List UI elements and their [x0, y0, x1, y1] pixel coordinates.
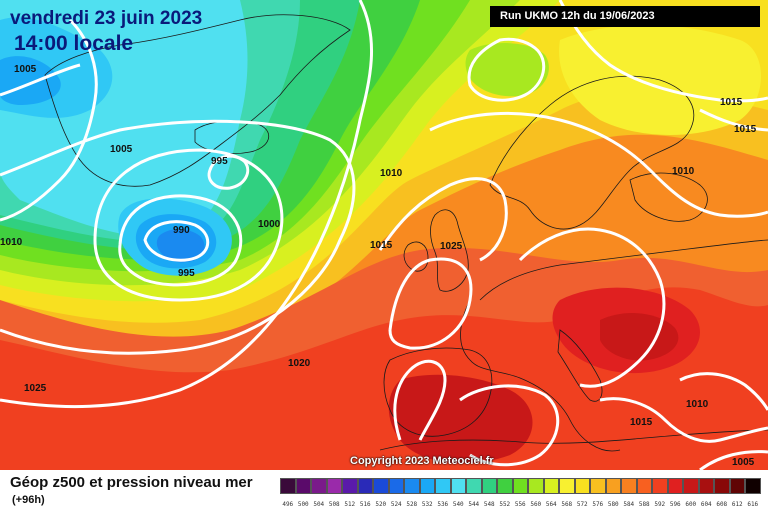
color-scale-swatch — [326, 478, 342, 494]
isobar-label: 990 — [173, 225, 190, 236]
isobar-label: 995 — [211, 156, 228, 167]
color-scale-swatch — [373, 478, 389, 494]
color-scale-tick: 564 — [545, 501, 557, 508]
model-run-label: Run UKMO 12h du 19/06/2023 — [490, 6, 760, 27]
color-scale-labels: 496 500 504 508 512 516 520 524 528 532 536 540 544 5… — [280, 501, 761, 508]
color-scale-tick: 560 — [530, 501, 542, 508]
color-scale-tick: 500 — [297, 501, 309, 508]
color-scale-swatch — [559, 478, 575, 494]
color-scale-swatch — [652, 478, 668, 494]
isobars — [0, 0, 768, 470]
color-scale-tick: 504 — [313, 501, 325, 508]
color-scale-swatch — [621, 478, 637, 494]
color-scale-swatch — [590, 478, 606, 494]
color-scale-tick: 528 — [406, 501, 418, 508]
z500-color-field — [0, 0, 768, 470]
copyright-text: Copyright 2023 Meteociel.fr — [350, 455, 494, 467]
color-scale-tick: 572 — [576, 501, 588, 508]
geopotential-map: 1005 1005 995 990 995 1000 1010 1015 102… — [0, 0, 768, 470]
color-scale-swatch — [450, 478, 466, 494]
isobar-label: 1015 — [630, 417, 653, 428]
color-scale-swatch — [419, 478, 435, 494]
isobar-label: 1015 — [720, 97, 743, 108]
isobar-label: 1010 — [686, 399, 709, 410]
isobar-label: 1025 — [24, 383, 47, 394]
color-scale-tick: 568 — [561, 501, 573, 508]
color-scale-swatch — [311, 478, 327, 494]
color-scale-tick: 548 — [483, 501, 495, 508]
forecast-date: vendredi 23 juin 2023 — [10, 8, 203, 29]
color-scale-tick: 536 — [437, 501, 449, 508]
color-scale-swatch — [357, 478, 373, 494]
color-scale-swatch — [745, 478, 761, 494]
color-scale-swatch — [528, 478, 544, 494]
isobar-labels: 1005 1005 995 990 995 1000 1010 1015 102… — [0, 64, 757, 468]
color-scale-tick: 552 — [499, 501, 511, 508]
isobar-label: 1010 — [380, 168, 403, 179]
color-scale-tick: 508 — [328, 501, 340, 508]
color-scale-swatch — [714, 478, 730, 494]
color-scale-tick: 520 — [375, 501, 387, 508]
isobar-label: 1000 — [258, 219, 281, 230]
isobar-label: 1010 — [672, 166, 695, 177]
color-scale-tick: 608 — [716, 501, 728, 508]
color-scale-swatch — [605, 478, 621, 494]
color-scale-tick: 532 — [421, 501, 433, 508]
color-scale-swatch — [295, 478, 311, 494]
isobar-label: 1005 — [110, 144, 133, 155]
color-scale-swatch — [388, 478, 404, 494]
color-scale-swatch — [574, 478, 590, 494]
coastlines — [44, 14, 768, 452]
isobar-label: 1015 — [734, 124, 757, 135]
isobar-label: 1015 — [370, 240, 393, 251]
color-scale-tick: 580 — [607, 501, 619, 508]
color-scale-swatch — [667, 478, 683, 494]
color-scale-swatch — [342, 478, 358, 494]
isobar-label: 1010 — [0, 237, 23, 248]
color-scale — [280, 478, 761, 494]
color-scale-tick: 612 — [731, 501, 743, 508]
color-scale-tick: 576 — [592, 501, 604, 508]
color-scale-tick: 540 — [452, 501, 464, 508]
color-scale-tick: 496 — [282, 501, 294, 508]
isobar-label: 995 — [178, 268, 195, 279]
color-scale-tick: 600 — [685, 501, 697, 508]
color-scale-swatch — [481, 478, 497, 494]
color-scale-swatch — [512, 478, 528, 494]
color-scale-tick: 596 — [669, 501, 681, 508]
color-scale-swatch — [729, 478, 745, 494]
color-scale-tick: 584 — [623, 501, 635, 508]
isobar-label: 1005 — [732, 457, 755, 468]
color-scale-tick: 544 — [468, 501, 480, 508]
color-scale-tick: 604 — [700, 501, 712, 508]
color-scale-tick: 516 — [359, 501, 371, 508]
color-scale-swatch — [543, 478, 559, 494]
color-scale-tick: 616 — [747, 501, 759, 508]
color-scale-swatch — [280, 478, 296, 494]
color-scale-swatch — [466, 478, 482, 494]
color-scale-swatch — [497, 478, 513, 494]
color-scale-swatch — [698, 478, 714, 494]
isobar-label: 1020 — [288, 358, 311, 369]
forecast-lead-time: (+96h) — [12, 494, 45, 506]
color-scale-tick: 588 — [638, 501, 650, 508]
forecast-time: 14:00 locale — [14, 32, 134, 55]
color-scale-swatch — [435, 478, 451, 494]
color-scale-swatch — [683, 478, 699, 494]
color-scale-tick: 524 — [390, 501, 402, 508]
color-scale-swatch — [636, 478, 652, 494]
color-scale-tick: 512 — [344, 501, 356, 508]
isobar-label: 1025 — [440, 241, 463, 252]
color-scale-swatch — [404, 478, 420, 494]
legend-title: Géop z500 et pression niveau mer — [10, 474, 253, 491]
isobar-label: 1005 — [14, 64, 37, 75]
color-scale-tick: 592 — [654, 501, 666, 508]
color-scale-tick: 556 — [514, 501, 526, 508]
